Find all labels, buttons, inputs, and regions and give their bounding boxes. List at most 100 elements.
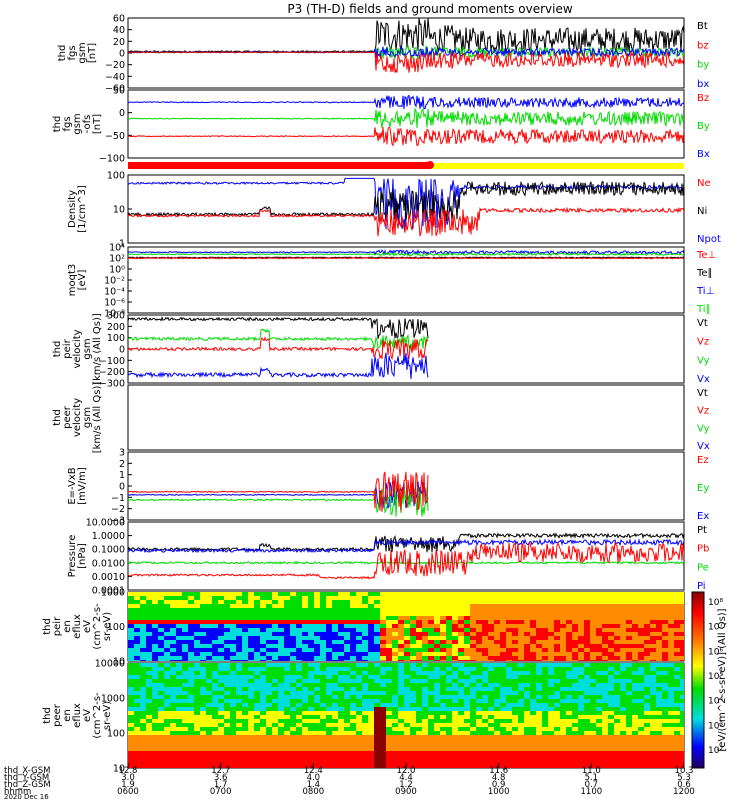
spec-cell (128, 743, 135, 748)
spec-cell (398, 600, 405, 605)
spec-cell (458, 763, 465, 768)
spec-cell (398, 715, 405, 720)
spec-cell (662, 648, 669, 653)
spec-cell (434, 759, 441, 764)
spec-cell (212, 731, 219, 736)
y-tick-label: 100 (107, 729, 125, 740)
spec-cell (212, 715, 219, 720)
spec-cell (128, 767, 135, 768)
spec-cell (218, 640, 225, 645)
spec-cell (476, 604, 483, 609)
spec-cell (200, 667, 207, 672)
spec-cell (506, 640, 513, 645)
spec-cell (314, 675, 321, 680)
spec-cell (644, 656, 651, 661)
spec-cell (182, 719, 189, 724)
spec-cell (284, 743, 291, 748)
spec-cell (674, 608, 681, 613)
spec-cell (242, 604, 249, 609)
spec-cell (224, 612, 231, 617)
spec-cell (146, 759, 153, 764)
spec-cell (638, 687, 645, 692)
y-axis-label: Pressure[nPa] (67, 535, 88, 578)
spec-cell (482, 636, 489, 641)
spec-cell (350, 679, 357, 684)
spec-cell (278, 767, 285, 768)
spec-cell (332, 616, 339, 621)
spec-cell (308, 596, 315, 601)
spec-cell (458, 656, 465, 661)
spec-cell (260, 695, 267, 700)
spec-cell (338, 755, 345, 760)
spec-cell (554, 751, 561, 756)
spec-cell (236, 628, 243, 633)
spec-cell (614, 751, 621, 756)
spec-cell (452, 616, 459, 621)
spec-cell (200, 675, 207, 680)
spec-cell (434, 707, 441, 712)
spec-cell (590, 636, 597, 641)
spec-cell (680, 707, 684, 712)
spec-cell (302, 616, 309, 621)
spec-cell (236, 711, 243, 716)
spec-cell (488, 675, 495, 680)
spec-cell (662, 675, 669, 680)
spec-cell (488, 707, 495, 712)
spec-cell (374, 679, 381, 684)
spec-cell (344, 683, 351, 688)
spec-cell (206, 608, 213, 613)
spec-cell (500, 755, 507, 760)
spec-cell (584, 616, 591, 621)
spec-cell (362, 600, 369, 605)
spec-cell (494, 640, 501, 645)
spec-cell (296, 620, 303, 625)
spec-cell (530, 735, 537, 740)
spec-cell (128, 703, 135, 708)
spec-cell (626, 707, 633, 712)
spec-cell (524, 759, 531, 764)
spec-cell (668, 723, 675, 728)
spec-cell (176, 640, 183, 645)
spec-cell (140, 699, 147, 704)
spec-cell (650, 667, 657, 672)
spec-cell (332, 612, 339, 617)
spec-cell (158, 667, 165, 672)
spec-cell (128, 648, 135, 653)
spec-cell (566, 691, 573, 696)
spec-cell (638, 707, 645, 712)
spec-cell (218, 644, 225, 649)
spec-cell (290, 683, 297, 688)
spec-cell (572, 695, 579, 700)
spec-cell (566, 612, 573, 617)
spec-cell (434, 715, 441, 720)
spec-cell (224, 648, 231, 653)
spec-cell (614, 743, 621, 748)
spec-cell (428, 715, 435, 720)
spec-cell (416, 596, 423, 601)
spec-cell (446, 612, 453, 617)
mode-bar-slow (128, 162, 430, 169)
spec-cell (560, 671, 567, 676)
spec-cell (578, 620, 585, 625)
spec-cell (242, 663, 249, 668)
spec-cell (584, 743, 591, 748)
spec-cell (560, 703, 567, 708)
spec-cell (332, 711, 339, 716)
spec-cell (524, 719, 531, 724)
spec-cell (326, 632, 333, 637)
spec-cell (164, 592, 171, 597)
spec-cell (320, 644, 327, 649)
spec-cell (644, 592, 651, 597)
spec-cell (494, 683, 501, 688)
y-tick-label: 100 (107, 622, 125, 633)
spec-cell (368, 628, 375, 633)
spec-cell (242, 612, 249, 617)
spec-cell (158, 628, 165, 633)
spec-cell (278, 652, 285, 657)
spec-cell (644, 600, 651, 605)
spec-cell (596, 612, 603, 617)
spec-cell (332, 755, 339, 760)
spec-cell (620, 616, 627, 621)
spec-cell (470, 648, 477, 653)
spec-cell (278, 620, 285, 625)
